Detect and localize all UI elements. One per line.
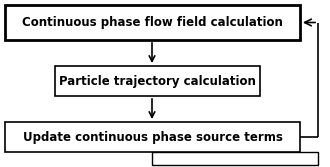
Bar xyxy=(5,5,300,40)
Bar xyxy=(152,152,318,165)
Text: Particle trajectory calculation: Particle trajectory calculation xyxy=(59,74,256,88)
Text: Update continuous phase source terms: Update continuous phase source terms xyxy=(22,130,282,143)
Text: Continuous phase flow field calculation: Continuous phase flow field calculation xyxy=(22,16,283,29)
Bar xyxy=(5,122,300,152)
Bar xyxy=(55,66,260,96)
